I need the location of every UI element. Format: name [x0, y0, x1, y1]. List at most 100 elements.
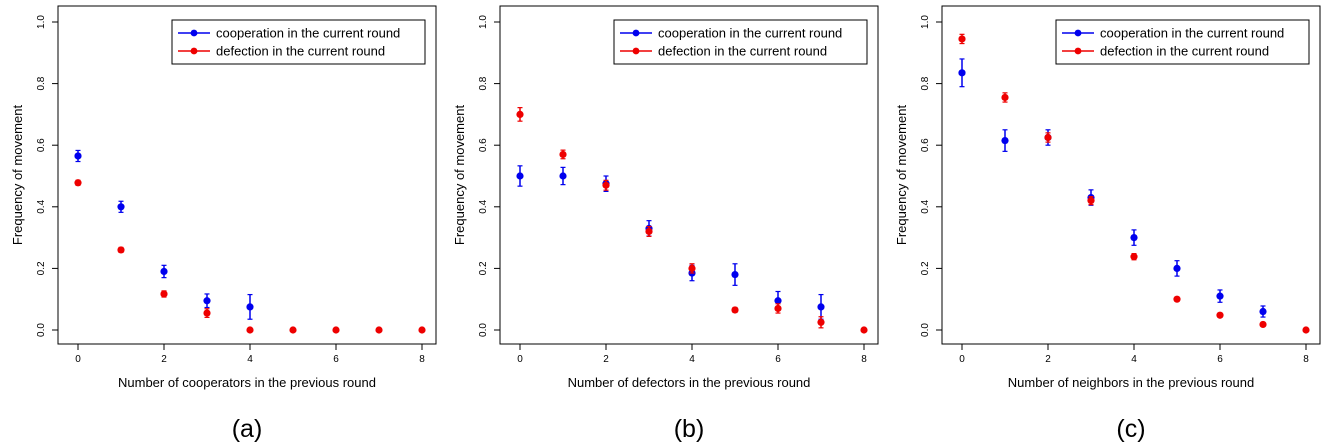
data-point [1001, 93, 1009, 102]
data-point [817, 318, 825, 326]
data-point [1216, 311, 1224, 319]
data-point [160, 267, 168, 276]
data-point [418, 326, 426, 334]
y-tick-label: 0.8 [36, 76, 47, 90]
legend-entry: defection in the current round [658, 44, 827, 59]
x-axis-label: Number of defectors in the previous roun… [568, 375, 811, 390]
legend-marker [190, 47, 198, 55]
data-point [559, 150, 567, 159]
legend: cooperation in the current round defectio… [1055, 19, 1310, 65]
data-point [246, 303, 254, 311]
data-point [774, 297, 782, 305]
legend-entry: cooperation in the current round [216, 26, 400, 41]
legend-entry: defection in the current round [216, 44, 385, 59]
legend-marker [1074, 47, 1082, 55]
data-point [1259, 320, 1267, 329]
data-point [688, 264, 696, 272]
data-point [1087, 197, 1095, 205]
plot-frame [499, 5, 879, 345]
data-point [817, 303, 825, 311]
data-point [774, 304, 782, 313]
plot-frame [941, 5, 1321, 345]
y-tick-label: 0.4 [920, 199, 931, 213]
y-axis-label: Frequency of movement [452, 105, 467, 246]
data-point [74, 152, 82, 160]
y-tick-label: 0.0 [36, 323, 47, 337]
y-tick-label: 0.8 [478, 76, 489, 90]
panel-a: 0.0 0.2 0.4 0.6 0.8 1.0 0 2 4 6 8 Number of coopera… [0, 0, 442, 447]
data-point [958, 35, 966, 43]
x-tick-label: 0 [517, 354, 523, 365]
data-point [74, 179, 82, 187]
legend-box [171, 19, 426, 65]
legend: cooperation in the current round defectio… [613, 19, 868, 65]
x-tick-label: 2 [161, 354, 167, 365]
legend-marker [632, 47, 640, 55]
x-tick-label: 6 [775, 354, 781, 365]
data-point [731, 270, 739, 279]
data-point [516, 110, 524, 118]
x-tick-label: 4 [247, 354, 253, 365]
legend: cooperation in the current round defectio… [171, 19, 426, 65]
x-axis-label: Number of cooperators in the previous ro… [118, 375, 376, 390]
x-tick-label: 8 [419, 354, 425, 365]
y-tick-label: 0.2 [920, 261, 931, 275]
y-tick-label: 0.0 [478, 323, 489, 337]
data-point [203, 309, 211, 317]
data-point [1130, 234, 1138, 242]
y-axis-label: Frequency of movement [10, 105, 25, 246]
legend-entry: defection in the current round [1100, 44, 1269, 59]
data-point [117, 246, 125, 254]
x-tick-label: 4 [1131, 354, 1137, 365]
series-0 [516, 165, 825, 320]
data-point [731, 306, 739, 314]
data-point [860, 326, 868, 334]
data-point [645, 227, 653, 236]
y-tick-label: 0.2 [478, 261, 489, 275]
series-0 [74, 149, 254, 320]
legend-box [1055, 19, 1310, 65]
data-point [958, 69, 966, 77]
x-tick-label: 0 [75, 354, 81, 365]
y-tick-label: 1.0 [478, 15, 489, 29]
legend-marker [632, 29, 640, 37]
x-tick-label: 8 [1303, 354, 1309, 365]
chart-a: 0.0 0.2 0.4 0.6 0.8 1.0 0 2 4 6 8 Number of coopera… [10, 5, 437, 443]
series-1 [74, 179, 426, 334]
data-point [1216, 292, 1224, 300]
legend-box [613, 19, 868, 65]
data-point [203, 297, 211, 305]
y-tick-label: 0.4 [478, 199, 489, 213]
y-tick-label: 0.6 [36, 138, 47, 152]
panel-b: 0.0 0.2 0.4 0.6 0.8 1.0 0 2 4 6 8 Number of defecto… [442, 0, 884, 447]
series-1 [516, 107, 868, 334]
data-point [289, 326, 297, 334]
y-tick-label: 1.0 [920, 15, 931, 29]
data-point [160, 290, 168, 298]
data-point [117, 203, 125, 211]
data-point [246, 326, 254, 334]
y-tick-label: 0.4 [36, 199, 47, 213]
data-point [1130, 253, 1138, 261]
data-point [1044, 133, 1052, 142]
chart-c: 0.0 0.2 0.4 0.6 0.8 1.0 0 2 4 6 8 Number of neighbo… [894, 5, 1321, 443]
panel-label: (b) [674, 415, 705, 443]
x-tick-label: 0 [959, 354, 965, 365]
data-point [1001, 136, 1009, 145]
plot-frame [57, 5, 437, 345]
x-tick-label: 2 [1045, 354, 1051, 365]
data-point [375, 326, 383, 334]
legend-marker [1074, 29, 1082, 37]
panel-label: (c) [1116, 415, 1145, 443]
data-point [1302, 326, 1310, 334]
data-point [332, 326, 340, 334]
panel-c: 0.0 0.2 0.4 0.6 0.8 1.0 0 2 4 6 8 Number of neighbo… [884, 0, 1326, 447]
chart-b: 0.0 0.2 0.4 0.6 0.8 1.0 0 2 4 6 8 Number of defecto… [452, 5, 879, 443]
y-tick-label: 0.2 [36, 261, 47, 275]
data-point [1173, 295, 1181, 303]
y-tick-label: 0.0 [920, 323, 931, 337]
y-tick-label: 0.6 [478, 138, 489, 152]
y-tick-label: 0.6 [920, 138, 931, 152]
data-point [1173, 264, 1181, 272]
